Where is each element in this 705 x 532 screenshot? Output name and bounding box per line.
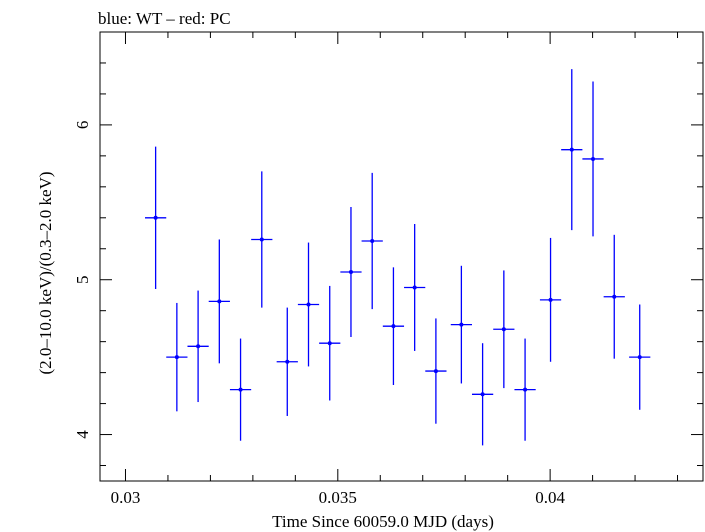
x-axis-label: Time Since 60059.0 MJD (days) <box>272 512 494 531</box>
data-point <box>629 304 651 410</box>
data-marker <box>612 294 617 299</box>
y-tick-label: 4 <box>73 430 92 439</box>
data-point <box>145 146 167 290</box>
data-marker <box>348 269 353 274</box>
data-point <box>276 307 298 416</box>
data-marker <box>153 215 158 220</box>
data-marker <box>238 387 243 392</box>
data-point <box>561 69 583 231</box>
plot-frame <box>99 31 704 482</box>
data-point <box>603 234 625 359</box>
data-marker <box>285 359 290 364</box>
data-point <box>425 318 447 424</box>
chart-title: blue: WT – red: PC <box>98 9 231 28</box>
x-tick-label: 0.03 <box>111 488 141 507</box>
data-point <box>582 81 604 237</box>
data-marker <box>259 237 264 242</box>
y-tick-label: 6 <box>73 121 92 129</box>
data-marker <box>370 239 375 244</box>
data-marker <box>174 355 179 360</box>
data-point <box>514 338 536 441</box>
data-point <box>340 206 362 338</box>
data-point <box>297 242 320 367</box>
y-axis-ticks: 4 5 6 <box>73 31 703 467</box>
data-marker <box>391 324 396 329</box>
data-point <box>404 223 426 351</box>
data-marker <box>591 156 596 161</box>
data-marker <box>548 297 553 302</box>
data-point <box>166 302 188 412</box>
data-marker <box>327 341 332 346</box>
data-marker <box>433 369 438 374</box>
data-marker <box>569 147 574 152</box>
x-tick-label: 0.04 <box>535 488 565 507</box>
y-tick-label: 5 <box>73 275 92 284</box>
data-marker <box>459 322 464 327</box>
data-marker <box>306 302 311 307</box>
data-point <box>187 290 209 403</box>
data-point <box>229 338 252 441</box>
data-point <box>251 171 273 308</box>
data-marker <box>217 299 222 304</box>
data-point <box>450 265 472 384</box>
data-marker <box>196 344 201 349</box>
x-tick-label: 0.035 <box>319 488 357 507</box>
data-series <box>145 69 651 446</box>
data-marker <box>412 285 417 290</box>
y-axis-label: (2.0–10.0 keV)/(0.3–2.0 keV) <box>36 171 55 374</box>
data-point <box>539 237 562 362</box>
data-marker <box>637 355 642 360</box>
data-point <box>493 270 515 389</box>
data-point <box>208 239 230 364</box>
data-point <box>319 285 341 401</box>
data-marker <box>523 387 528 392</box>
data-point <box>361 172 383 310</box>
data-marker <box>501 327 506 332</box>
data-point <box>471 343 494 446</box>
x-axis-ticks: 0.03 0.035 0.04 <box>111 32 679 507</box>
data-marker <box>480 392 485 397</box>
data-point <box>382 267 405 386</box>
